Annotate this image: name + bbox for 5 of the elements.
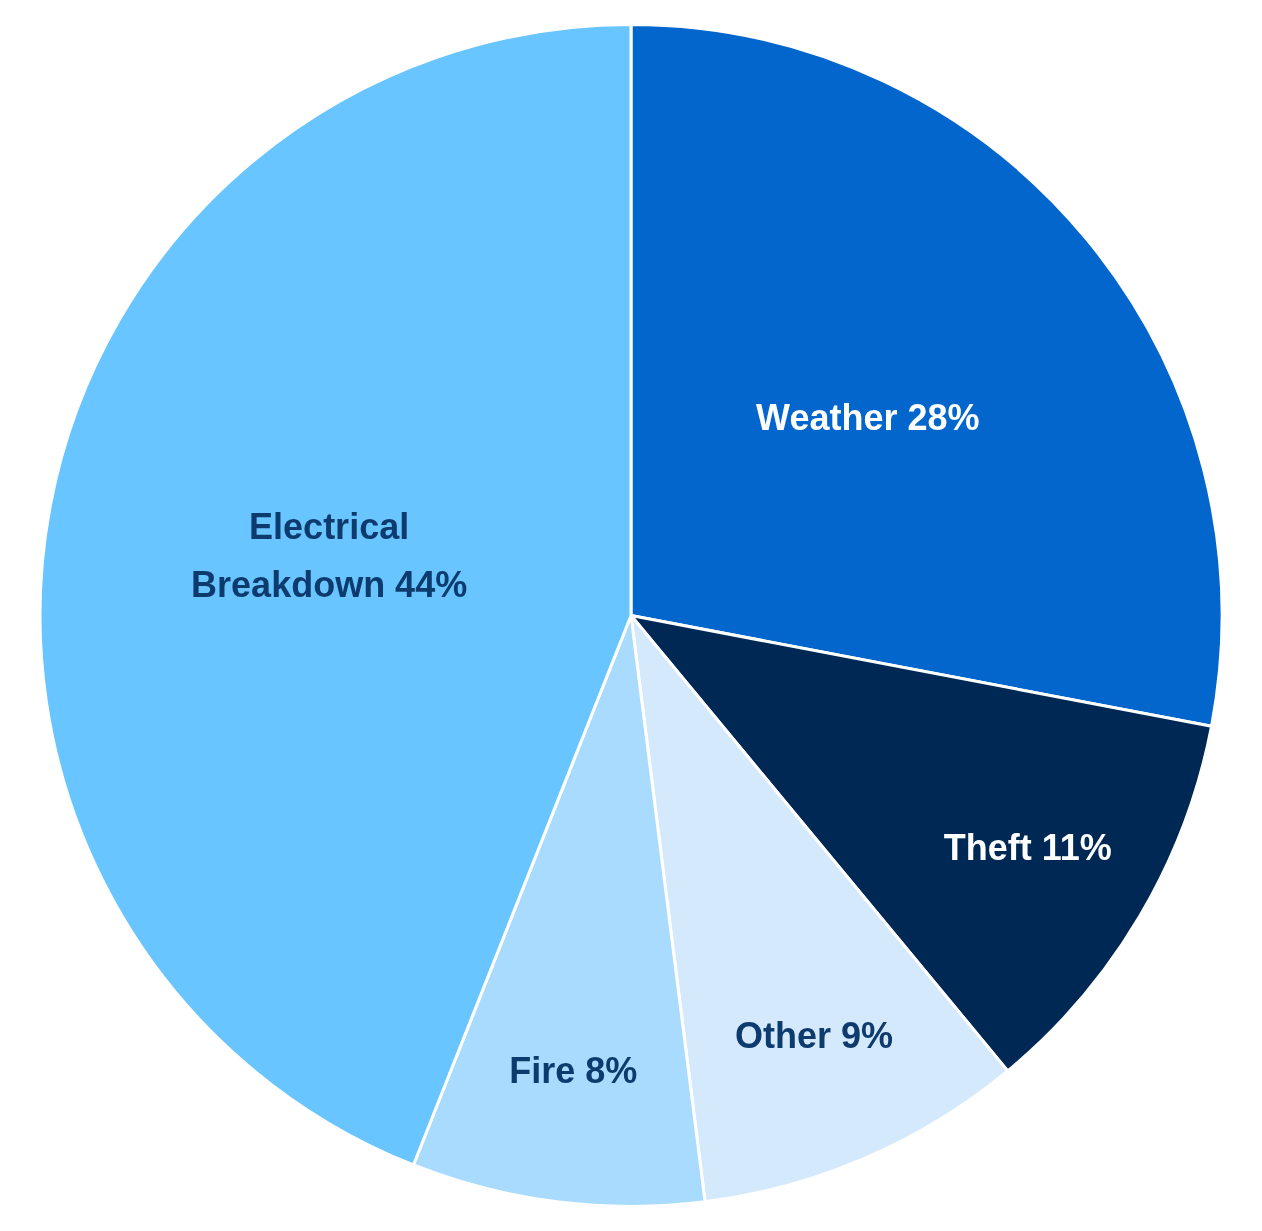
slice-label: Other 9% <box>735 1015 894 1057</box>
slice-label: Fire 8% <box>509 1049 638 1091</box>
slice-label: Theft 11% <box>943 827 1112 869</box>
slice-label: Weather 28% <box>756 396 980 438</box>
slice-label: Electrical Breakdown 44% <box>191 505 468 605</box>
